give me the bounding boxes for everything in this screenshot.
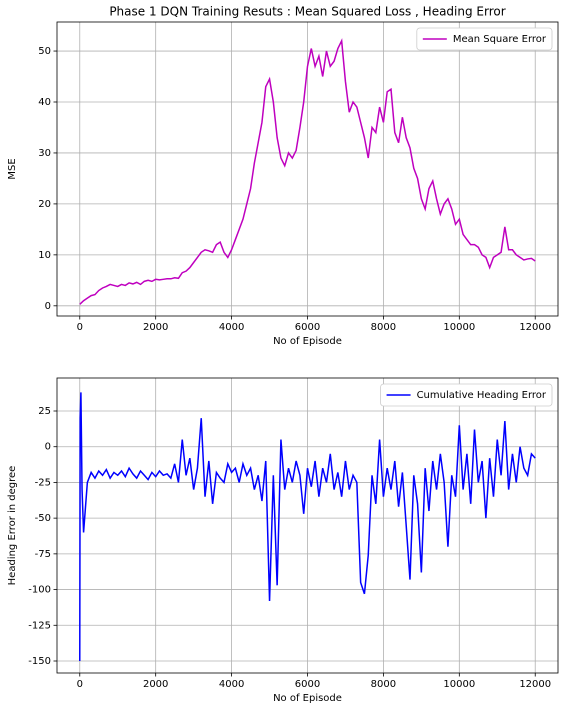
x-tick-label: 8000 [371,322,396,333]
x-tick-label: 12000 [519,679,551,690]
legend [380,383,553,407]
x-tick-label: 0 [77,322,83,333]
plot-frame [56,21,559,317]
y-tick-label: -75 [35,549,51,560]
y-tick-label: 0 [45,301,51,312]
y-tick-label: 0 [45,442,51,453]
y-tick-label: 50 [38,46,51,57]
legend [416,27,553,51]
y-tick-label: 20 [38,199,51,210]
x-tick-label: 4000 [219,679,244,690]
x-tick-label: 8000 [371,679,396,690]
y-tick-label: -25 [35,477,51,488]
plot-frame [56,377,559,674]
x-tick-label: 0 [77,679,83,690]
y-tick-label: 25 [38,406,51,417]
x-tick-label: 6000 [295,679,320,690]
x-tick-label: 10000 [443,322,475,333]
legend-label: Mean Square Error [453,34,547,45]
y-axis-label: MSE [7,158,18,179]
x-tick-label: 12000 [519,322,551,333]
y-tick-label: -150 [28,656,51,667]
y-tick-label: 30 [38,148,51,159]
x-tick-label: 2000 [143,679,168,690]
y-tick-label: -100 [28,585,51,596]
y-tick-label: 10 [38,250,51,261]
y-axis-label: Heading Error in degree [7,466,18,586]
y-tick-label: -50 [35,513,51,524]
y-tick-label: 40 [38,97,51,108]
data-line [79,392,536,662]
y-tick-label: -125 [28,620,51,631]
x-tick-label: 6000 [295,322,320,333]
x-tick-label: 4000 [219,322,244,333]
chart-title: Phase 1 DQN Training Resuts : Mean Squar… [109,5,505,19]
x-axis-label: No of Episode [273,336,342,347]
legend-label: Cumulative Heading Error [417,390,547,401]
data-line [79,38,536,305]
x-tick-label: 2000 [143,322,168,333]
x-axis-label: No of Episode [273,693,342,704]
x-tick-label: 10000 [443,679,475,690]
